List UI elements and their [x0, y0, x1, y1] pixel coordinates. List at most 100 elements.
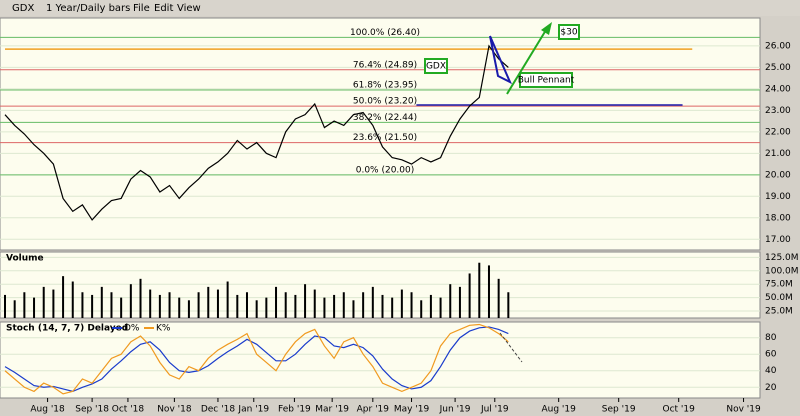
x-tick-label: Jun '19: [439, 405, 471, 415]
y-tick-label: 50.0M: [765, 293, 793, 303]
y-tick-label: 24.00: [765, 84, 791, 94]
fib-label: 0.0% (20.00): [356, 165, 415, 175]
fib-label: 100.0% (26.40): [350, 28, 420, 38]
y-tick-label: 21.00: [765, 149, 791, 159]
volume-bar: [458, 286, 461, 318]
volume-bar: [129, 284, 132, 318]
volume-bar: [497, 278, 500, 318]
y-tick-label: 20: [765, 383, 777, 393]
x-tick-label: Nov '18: [157, 405, 192, 415]
series-line: [4, 44, 509, 221]
y-tick-label: 75.0M: [765, 280, 793, 290]
volume-bar: [91, 294, 94, 318]
x-tick-label: Apr '19: [357, 405, 390, 415]
volume-bar: [23, 292, 26, 318]
fib-label: 50.0% (23.20): [353, 97, 417, 107]
x-tick-label: Dec '18: [201, 405, 235, 415]
volume-bar: [284, 292, 287, 318]
fib-label: 38.2% (22.44): [353, 113, 417, 123]
volume-bar: [294, 294, 297, 318]
annotation-box: [424, 58, 448, 74]
annotation: GDX: [426, 62, 446, 72]
panel-title: Volume: [6, 254, 44, 264]
volume-bar: [371, 286, 374, 318]
volume-bar: [158, 294, 161, 318]
fib-label: 23.6% (21.50): [353, 133, 417, 143]
volume-bar: [13, 300, 16, 318]
volume-bar: [342, 292, 345, 318]
panel-title: Stoch (14, 7, 7) Delayed: [6, 324, 128, 334]
x-tick-label: Oct '18: [112, 405, 145, 415]
stoch-panel: [0, 321, 761, 399]
x-tick-label: Jul '19: [480, 405, 509, 415]
arrow: [506, 29, 547, 95]
volume-bar: [62, 276, 65, 318]
menu-item[interactable]: File: [133, 3, 150, 14]
volume-bar: [333, 294, 336, 318]
volume-bar: [429, 294, 432, 318]
x-tick-label: Oct '19: [663, 405, 696, 415]
volume-bar: [255, 300, 258, 318]
volume-bar: [400, 289, 403, 318]
volume-bar: [381, 294, 384, 318]
x-tick-label: Nov '19: [726, 405, 761, 415]
volume-bar: [207, 286, 210, 318]
volume-bar: [120, 297, 123, 318]
pennant: [489, 35, 513, 85]
menu-item[interactable]: View: [177, 3, 201, 14]
volume-bar: [52, 289, 55, 318]
y-tick-label: 22.00: [765, 127, 791, 137]
x-tick-label: May '19: [394, 405, 430, 415]
arrow-head: [541, 22, 552, 35]
series-line: [4, 326, 509, 393]
x-tick-label: Aug '18: [30, 405, 65, 415]
fib-label: 61.8% (23.95): [353, 80, 417, 90]
annotation: $30: [560, 28, 577, 38]
volume-bar: [245, 292, 248, 318]
y-tick-label: 19.00: [765, 192, 791, 202]
volume-bar: [410, 292, 413, 318]
menu-item[interactable]: Edit: [154, 3, 173, 14]
period[interactable]: 1 Year/Daily bars: [46, 3, 130, 14]
volume-bar: [468, 273, 471, 318]
stoch-arrow: [499, 332, 523, 363]
volume-bar: [81, 292, 84, 318]
y-tick-label: 26.00: [765, 41, 791, 51]
x-tick-label: Sep '18: [75, 405, 109, 415]
volume-bar: [478, 262, 481, 318]
price-panel: [0, 17, 761, 251]
volume-bar: [439, 297, 442, 318]
annotation-box: [519, 72, 573, 88]
volume-bar: [487, 265, 490, 318]
legend-label: K%: [156, 324, 171, 334]
volume-bar: [178, 297, 181, 318]
volume-bar: [275, 286, 278, 318]
volume-bar: [226, 281, 229, 318]
volume-bar: [323, 297, 326, 318]
volume-bar: [110, 292, 113, 318]
series-line: [4, 323, 509, 395]
x-tick-label: Aug '19: [541, 405, 576, 415]
volume-bar: [507, 292, 510, 318]
volume-bar: [391, 297, 394, 318]
toolbar: GDX 1 Year/Daily bars File Edit View: [0, 0, 800, 16]
y-tick-label: 20.00: [765, 170, 791, 180]
x-tick-label: Sep '19: [602, 405, 636, 415]
annotation-box: [558, 24, 580, 40]
y-tick-label: 25.00: [765, 63, 791, 73]
annotation: Bull Pennant: [518, 76, 575, 86]
volume-bar: [149, 289, 152, 318]
volume-bar: [352, 300, 355, 318]
symbol[interactable]: GDX: [12, 3, 34, 14]
toolbar-bg: [0, 0, 800, 16]
y-tick-label: 80: [765, 333, 777, 343]
volume-bar: [4, 294, 6, 318]
pennant-drawing: GDX Bull Pennant $30: [424, 22, 580, 363]
volume-bar: [33, 297, 36, 318]
volume-bar: [168, 292, 171, 318]
volume-bar: [216, 289, 219, 318]
volume-bar: [71, 281, 74, 318]
volume-bar: [197, 292, 200, 318]
volume-bar: [313, 289, 316, 318]
y-tick-label: 60: [765, 350, 777, 360]
